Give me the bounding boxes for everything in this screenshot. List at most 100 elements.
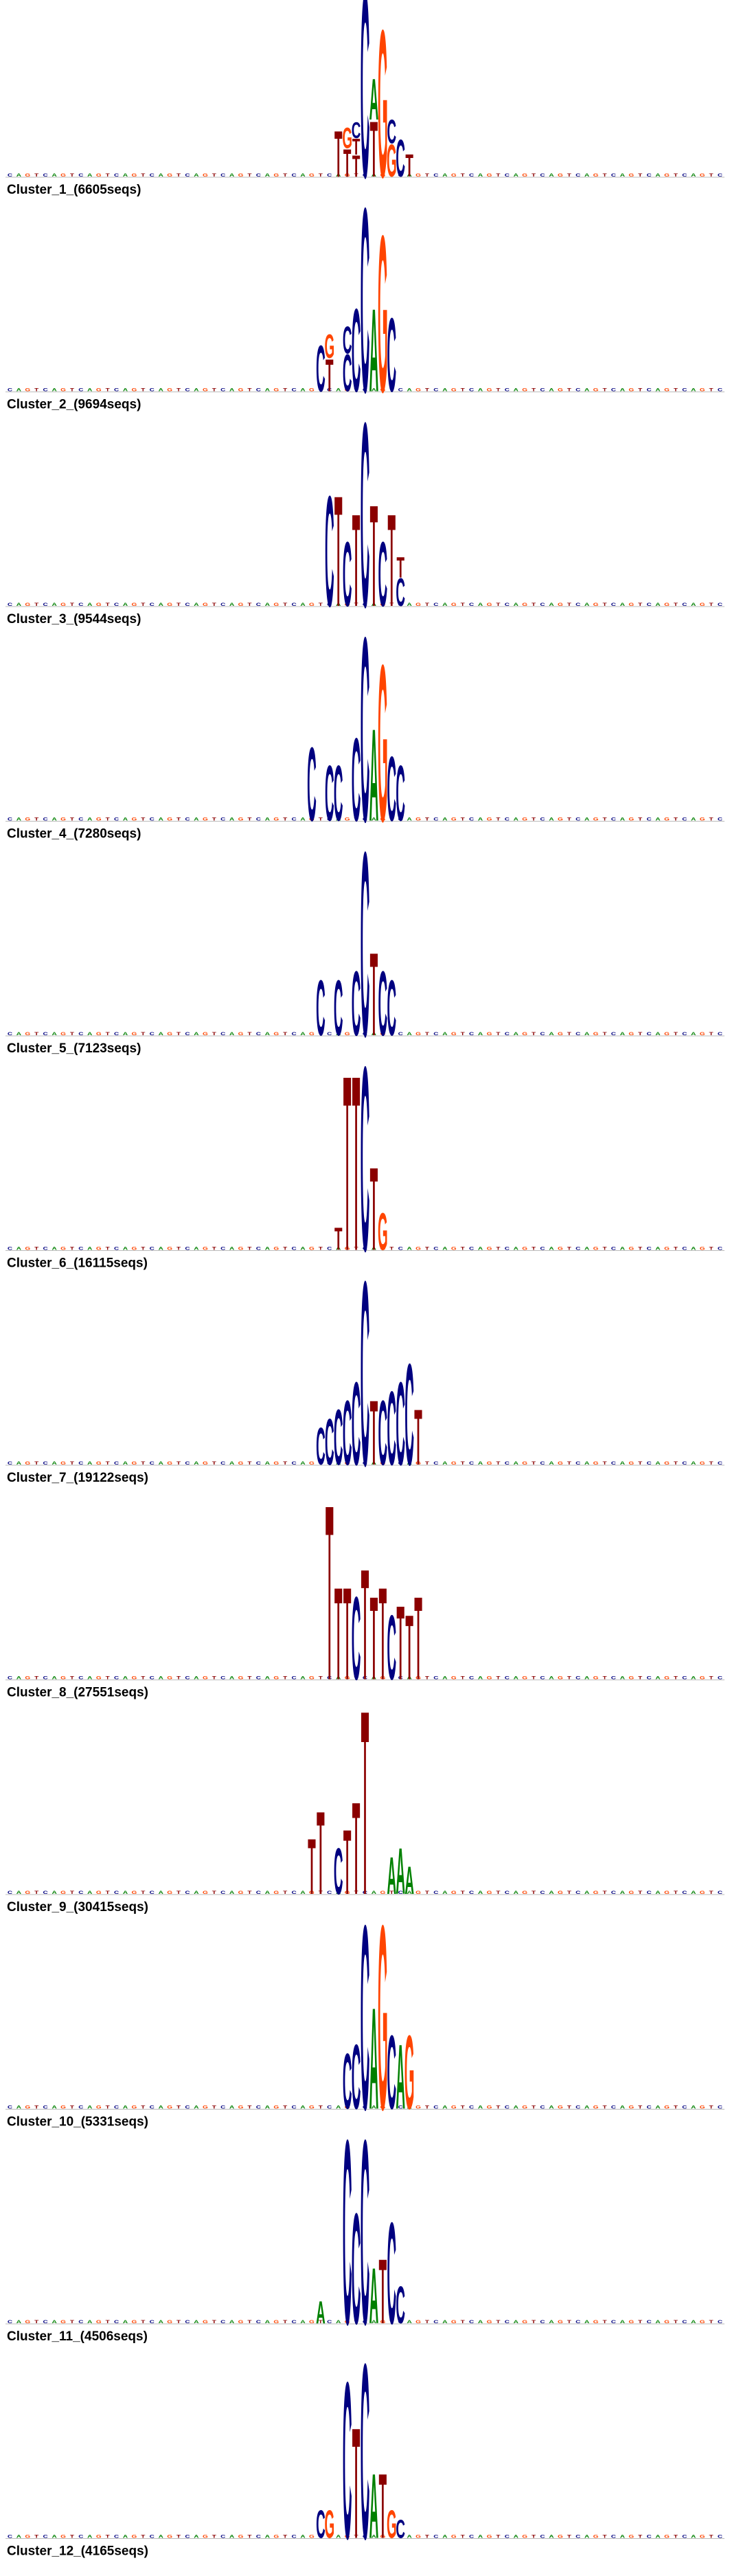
background-letter: T: [70, 1675, 74, 1680]
background-letter: A: [655, 1246, 660, 1251]
background-letter: T: [638, 2534, 642, 2539]
background-letter: G: [203, 602, 208, 607]
background-letter: G: [167, 1461, 172, 1466]
background-letter: A: [478, 602, 483, 607]
background-letter: A: [691, 2534, 696, 2539]
background-letter: A: [265, 602, 270, 607]
background-letter: G: [25, 1675, 30, 1680]
background-letter: T: [638, 817, 642, 822]
background-letter: A: [336, 1246, 341, 1251]
logo-letter-T: T: [317, 1787, 325, 1920]
background-letter: A: [407, 1890, 412, 1895]
background-letter: C: [327, 2105, 332, 2110]
background-letter: C: [469, 1675, 474, 1680]
background-letter: C: [291, 173, 296, 178]
background-letter: C: [291, 2534, 296, 2539]
background-letter: G: [522, 387, 527, 392]
background-letter: A: [442, 2320, 447, 2325]
background-letter: G: [60, 1246, 66, 1251]
background-letter: G: [522, 2105, 527, 2110]
background-letter: A: [87, 1675, 92, 1680]
background-letter: A: [514, 1461, 518, 1466]
background-letter: G: [522, 1246, 527, 1251]
background-letter: T: [496, 2534, 500, 2539]
background-letter: T: [674, 2105, 678, 2110]
background-letter: T: [425, 1890, 429, 1895]
background-letter: T: [461, 1461, 465, 1466]
background-letter: G: [415, 1246, 421, 1251]
background-letter: G: [132, 173, 137, 178]
logo-letter-C: C: [343, 2085, 352, 2380]
background-letter: A: [229, 602, 234, 607]
background-letter: G: [487, 817, 492, 822]
background-letter: C: [114, 817, 119, 822]
background-letter: G: [345, 602, 350, 607]
background-letter: A: [16, 2105, 21, 2110]
background-letter: C: [398, 1890, 403, 1895]
background-letter: T: [461, 1890, 465, 1895]
background-letter: C: [114, 602, 119, 607]
background-letter: C: [611, 387, 616, 392]
background-letter: A: [16, 817, 21, 822]
logo-letter-T: T: [370, 106, 378, 194]
background-letter: C: [291, 1675, 296, 1680]
background-letter: G: [60, 1890, 66, 1895]
background-letter: T: [141, 173, 145, 178]
logo-letter-G: G: [324, 2502, 334, 2547]
background-letter: G: [558, 1032, 563, 1037]
background-letter: T: [389, 817, 393, 822]
background-letter: C: [291, 1246, 296, 1251]
background-letter: A: [442, 173, 447, 178]
background-letter: G: [60, 2105, 66, 2110]
background-letter: T: [425, 387, 429, 392]
background-letter: T: [461, 1675, 465, 1680]
logo-letter-C: C: [343, 343, 352, 403]
background-letter: C: [78, 1461, 83, 1466]
background-letter: A: [159, 2105, 163, 2110]
cluster-label: Cluster_7_(19122seqs): [7, 1471, 148, 1485]
background-letter: T: [212, 387, 216, 392]
background-letter: A: [336, 1032, 341, 1037]
logo-letter-A: A: [404, 1859, 414, 1903]
background-letter: G: [273, 817, 279, 822]
background-letter: C: [682, 1890, 687, 1895]
background-letter: G: [700, 1246, 705, 1251]
background-letter: G: [132, 1675, 137, 1680]
background-letter: T: [141, 1675, 145, 1680]
logo-letter-C: C: [325, 1405, 334, 1479]
background-letter: A: [691, 1461, 696, 1466]
background-letter: A: [265, 173, 270, 178]
background-letter: A: [407, 1246, 412, 1251]
background-letter: C: [114, 1461, 119, 1466]
background-letter: A: [123, 2105, 128, 2110]
background-letter: A: [265, 1890, 270, 1895]
background-letter: G: [167, 2534, 172, 2539]
background-letter: C: [185, 2320, 190, 2325]
background-letter: G: [132, 1461, 137, 1466]
background-letter: A: [87, 387, 92, 392]
logo-letter-T: T: [343, 142, 352, 186]
logo-letter-G: G: [324, 327, 334, 365]
background-letter: T: [354, 1032, 358, 1037]
background-letter: T: [709, 1246, 714, 1251]
background-letter: A: [691, 817, 696, 822]
background-letter: G: [167, 1890, 172, 1895]
background-letter: A: [442, 387, 447, 392]
background-letter: C: [433, 1890, 438, 1895]
background-letter: A: [691, 173, 696, 178]
background-letter: G: [60, 1675, 66, 1680]
background-letter: T: [106, 1675, 110, 1680]
background-letter: A: [691, 1890, 696, 1895]
logo-letter-A: A: [369, 701, 379, 848]
background-letter: C: [505, 817, 510, 822]
logo-letter-C: C: [352, 118, 361, 144]
background-letter: C: [469, 387, 474, 392]
logo-letter-G: G: [378, 0, 388, 222]
background-letter: G: [273, 2320, 279, 2325]
background-letter: A: [620, 1461, 625, 1466]
background-letter: A: [336, 1675, 341, 1680]
background-letter: G: [309, 1461, 315, 1466]
background-letter: G: [238, 2105, 244, 2110]
background-letter: G: [664, 2320, 670, 2325]
